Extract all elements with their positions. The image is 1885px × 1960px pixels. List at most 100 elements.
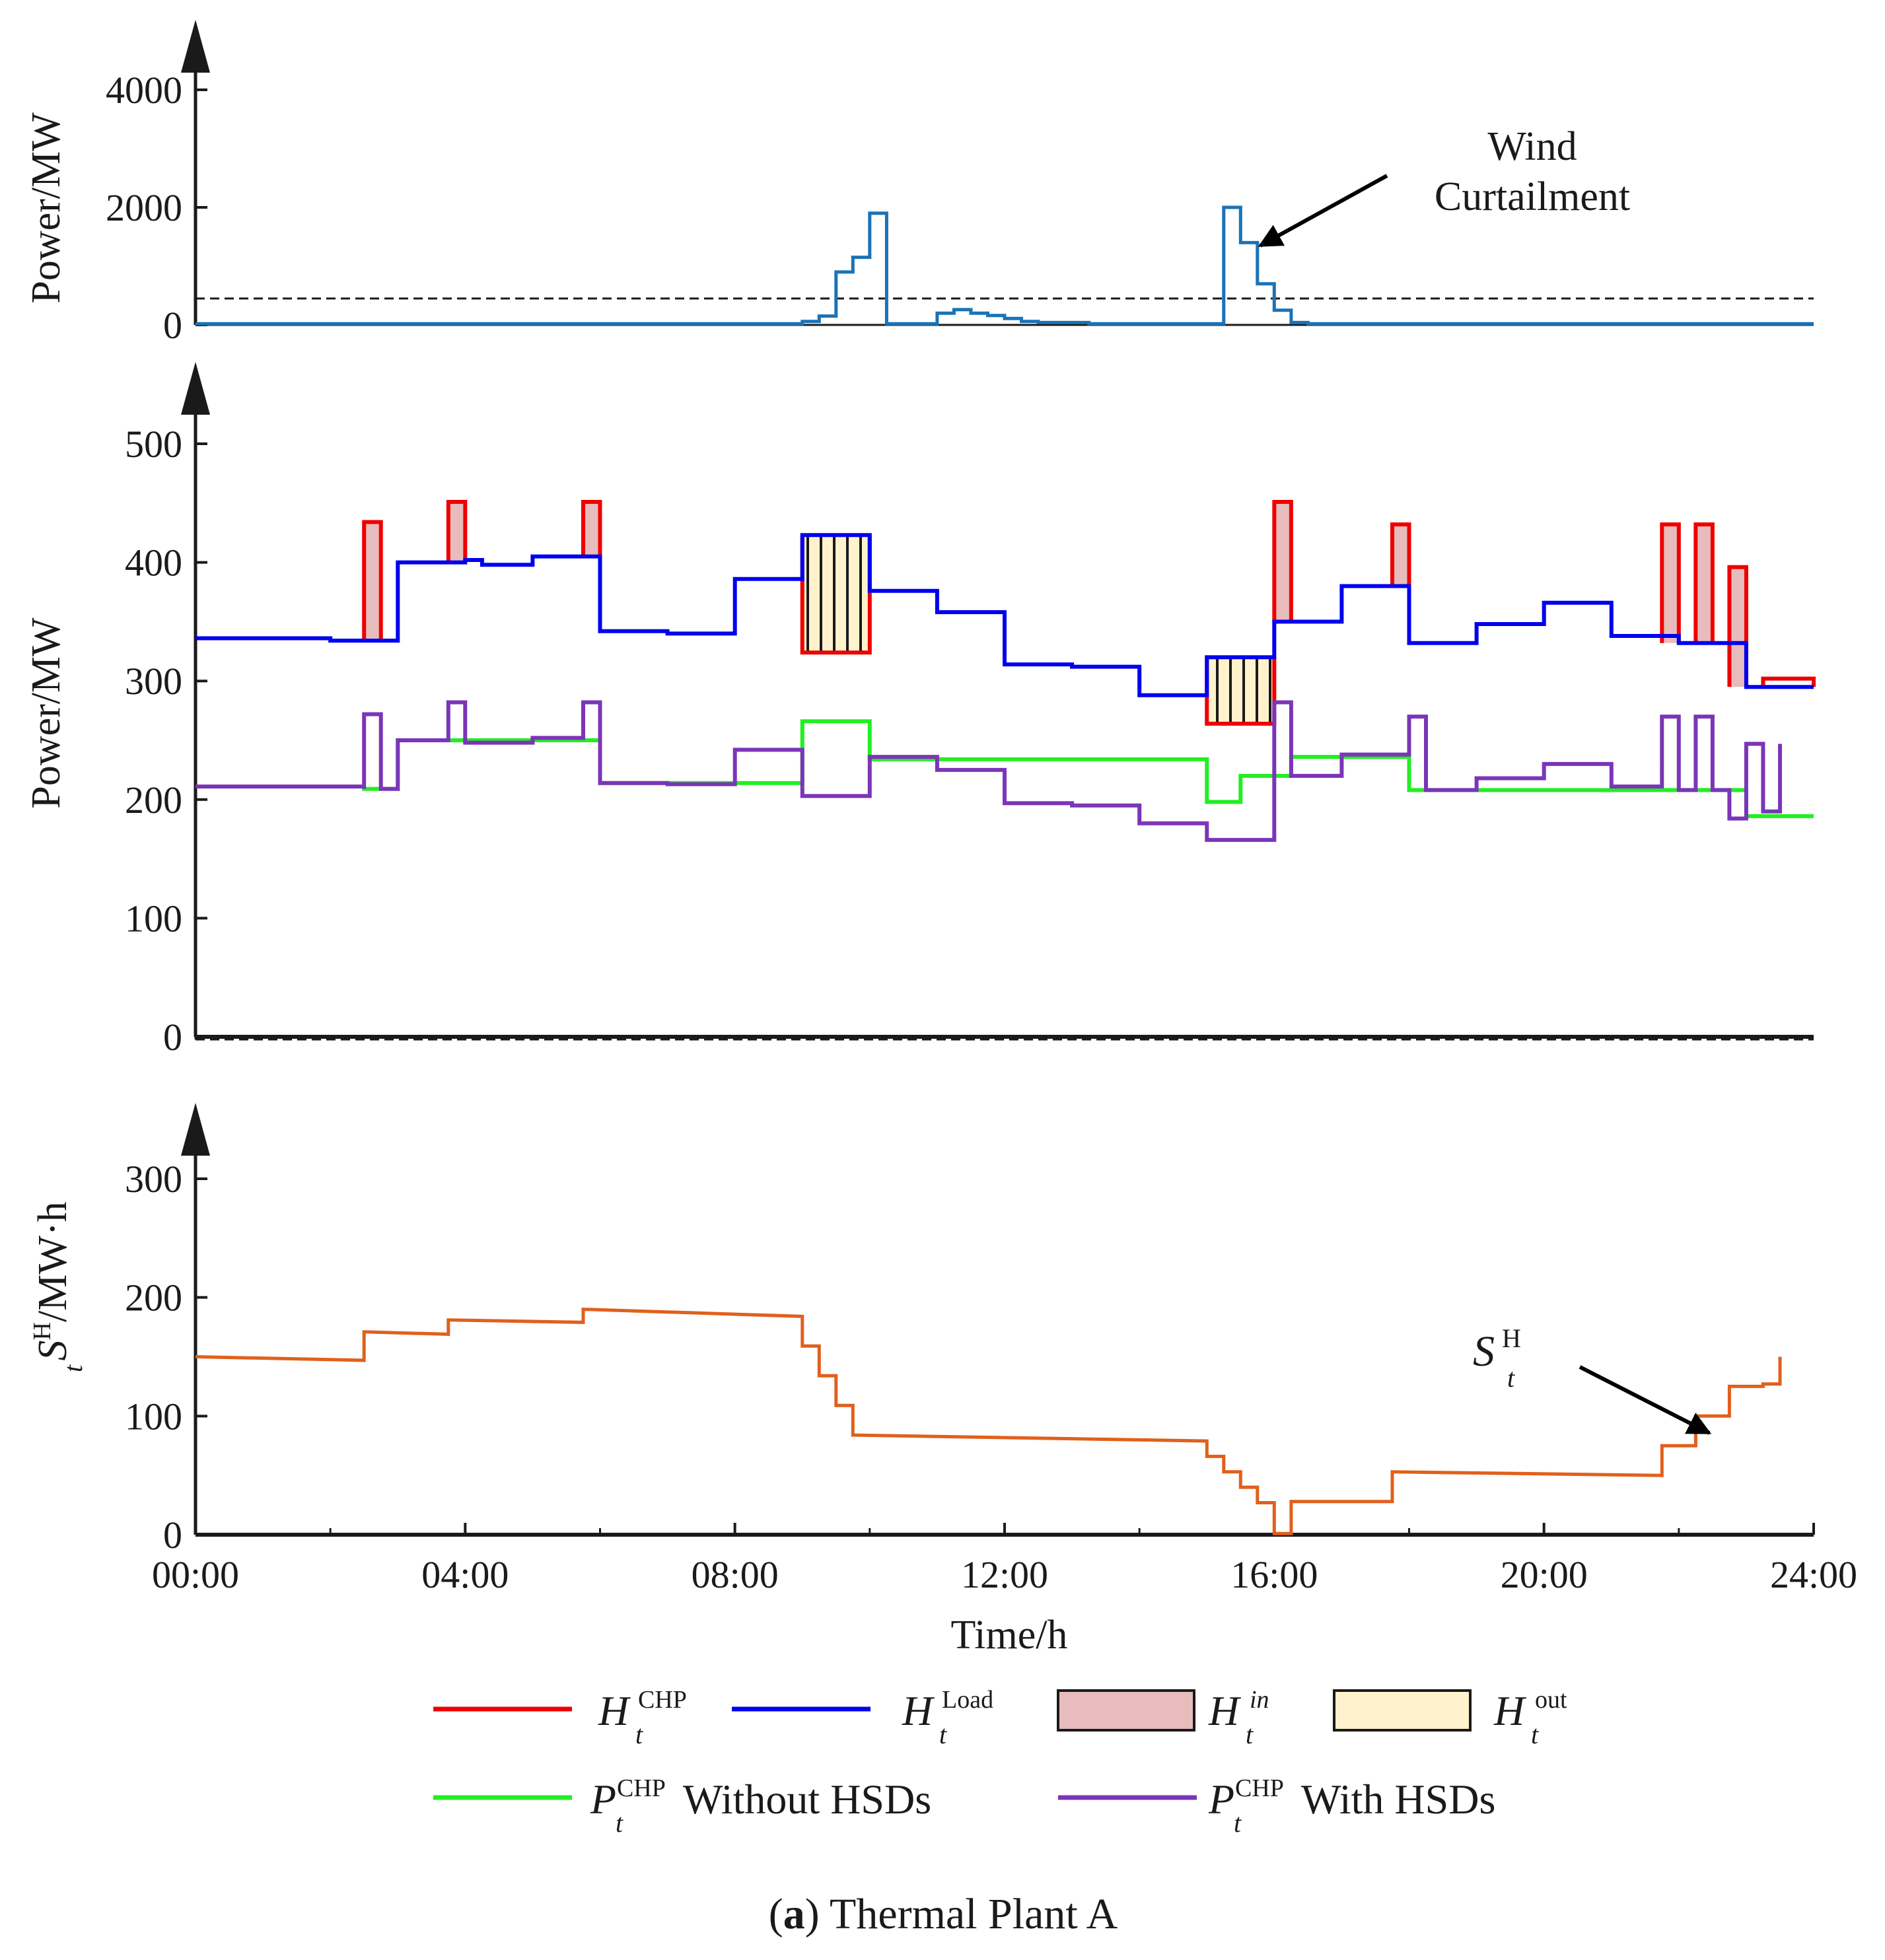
y-tick-label: 100 — [125, 897, 182, 940]
x-tick-label: 20:00 — [1501, 1553, 1588, 1596]
y-axis-arrow-2 — [181, 1103, 210, 1156]
hatch-in-region — [583, 502, 600, 557]
y-tick-label: 100 — [125, 1395, 182, 1438]
series-h-chp-pulse — [1660, 522, 1681, 643]
series-h-chp-pulse — [800, 535, 872, 655]
series-lines — [195, 205, 1816, 1535]
legend-h-out: H out t — [1493, 1686, 1567, 1749]
hatch-out-region — [802, 535, 870, 653]
caption-rest: ) Thermal Plant A — [805, 1890, 1118, 1938]
axes-layer — [181, 20, 1815, 1537]
y-tick-label: 4000 — [106, 69, 182, 112]
legend-p-without-text: Without HSDs — [683, 1776, 931, 1823]
series-h-chp-pulse — [446, 500, 468, 563]
series-h-chp-pulse — [1727, 565, 1748, 687]
legend-h-out-sub: t — [1531, 1720, 1539, 1749]
hatch-out-region — [1207, 657, 1275, 724]
legend-h-in-swatch — [1057, 1689, 1195, 1732]
wind-annotation-line1: Wind — [1487, 124, 1577, 169]
legend-h-out-sup: out — [1535, 1686, 1567, 1714]
legend-p-with: P CHP t With HSDs — [1208, 1774, 1495, 1838]
legend-h-chp-base: H — [598, 1687, 631, 1734]
storage-ylabel-sub: t — [58, 1364, 88, 1372]
legend-h-chp: H CHP t — [598, 1686, 687, 1749]
series-h-chp-pulse — [1272, 500, 1293, 622]
legend-p-with-text: With HSDs — [1301, 1776, 1495, 1823]
series-h-chp-pulse — [362, 520, 383, 641]
legend-h-load-sub: t — [939, 1720, 947, 1749]
x-tick-label: 12:00 — [961, 1553, 1048, 1596]
storage-annotation-sup: H — [1502, 1323, 1521, 1353]
y-axis-arrow-1 — [181, 362, 210, 415]
x-tick-label: 24:00 — [1770, 1553, 1857, 1596]
wind-ylabel: Power/MW — [24, 112, 69, 304]
series-h-load — [196, 533, 1814, 697]
y-tick-label: 0 — [163, 304, 182, 347]
hatch-in-region — [1392, 524, 1409, 586]
legend-p-without-base: P — [590, 1776, 616, 1823]
legend-h-chp-sub: t — [635, 1720, 643, 1749]
storage-annotation-arrow — [1579, 1365, 1712, 1435]
storage-ylabel-sup: H — [28, 1322, 56, 1340]
y-tick-label: 300 — [125, 660, 182, 703]
storage-annotation: S H t — [1473, 1323, 1521, 1393]
series-storage-s-h — [195, 1308, 1782, 1535]
hatch-in-region — [1695, 524, 1713, 643]
hatch-in-region — [1729, 567, 1746, 687]
hatch-fills — [364, 502, 1746, 724]
legend: H CHP t H Load t H in t H out t P CHP t … — [433, 1686, 1567, 1838]
series-wind-curtailment — [196, 205, 1814, 326]
x-axis-label: Time/h — [951, 1613, 1068, 1658]
y-tick-label: 500 — [125, 423, 182, 466]
legend-h-in-sup: in — [1250, 1686, 1269, 1714]
legend-p-with-sub: t — [1234, 1808, 1242, 1838]
legend-p-without-sup: CHP — [617, 1774, 666, 1802]
series-h-chp-pulse — [581, 500, 602, 557]
legend-p-without-sub: t — [616, 1808, 623, 1838]
y-tick-label: 2000 — [106, 186, 182, 229]
legend-p-with-sup: CHP — [1235, 1774, 1284, 1802]
x-tick-label: 04:00 — [421, 1553, 509, 1596]
x-tick-label: 08:00 — [692, 1553, 779, 1596]
series-p-chp-with — [196, 700, 1782, 842]
caption-open: ( — [769, 1890, 783, 1938]
series-h-chp-pulse — [1390, 522, 1411, 586]
y-tick-label: 400 — [125, 542, 182, 584]
storage-ylabel-base: S — [30, 1340, 75, 1360]
storage-ylabel-unit: /MW·h — [30, 1202, 75, 1323]
y-tick-label: 300 — [125, 1158, 182, 1201]
wind-annotation-line2: Curtailment — [1435, 174, 1630, 219]
caption-bold: a — [783, 1890, 805, 1938]
x-tick-label: 00:00 — [152, 1553, 239, 1596]
power-ylabel: Power/MW — [24, 617, 69, 809]
series-h-chp-pulse — [1693, 522, 1715, 643]
storage-annotation-base: S — [1473, 1327, 1495, 1376]
legend-h-load: H Load t — [902, 1686, 993, 1749]
x-tick-label: 16:00 — [1230, 1553, 1318, 1596]
y-tick-label: 200 — [125, 1277, 182, 1319]
svg-text:SH/MW·h: SH/MW·h — [28, 1202, 75, 1361]
legend-h-load-base: H — [902, 1687, 935, 1734]
legend-h-out-swatch — [1333, 1689, 1472, 1732]
legend-h-in-sub: t — [1246, 1720, 1254, 1749]
hatch-in-region — [1662, 524, 1679, 643]
storage-ylabel: SH/MW·h t — [28, 1202, 88, 1372]
legend-h-out-base: H — [1493, 1687, 1527, 1734]
storage-annotation-sub: t — [1507, 1363, 1515, 1393]
legend-p-without: P CHP t Without HSDs — [590, 1774, 931, 1838]
y-tick-label: 0 — [163, 1016, 182, 1059]
y-tick-label: 0 — [163, 1514, 182, 1557]
legend-h-chp-sup: CHP — [638, 1686, 687, 1714]
legend-p-with-base: P — [1208, 1776, 1234, 1823]
hatch-in-region — [364, 522, 381, 641]
tick-labels: 0 2000 4000 0 100 200 300 400 500 0 100 200 300 00:00… — [106, 69, 1857, 1596]
y-axis-arrow-0 — [181, 20, 210, 73]
wind-annotation-arrow — [1258, 174, 1388, 248]
legend-h-load-sup: Load — [942, 1686, 993, 1714]
hatch-in-region — [1274, 502, 1291, 622]
legend-h-in: H in t — [1208, 1686, 1269, 1749]
series-h-chp-pulse — [1761, 676, 1816, 687]
hatch-in-region — [448, 502, 466, 563]
legend-h-in-base: H — [1208, 1687, 1242, 1734]
